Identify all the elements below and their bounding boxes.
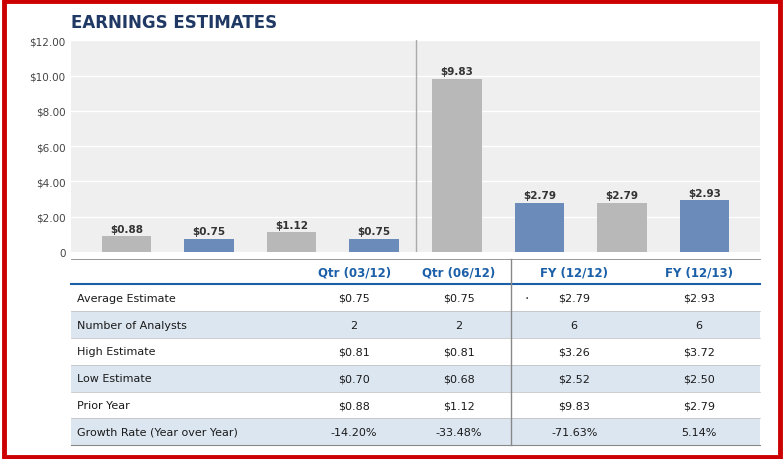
Text: $2.79: $2.79 [605,191,638,201]
Text: $3.26: $3.26 [558,347,590,357]
Text: $0.70: $0.70 [338,373,370,383]
Text: $2.93: $2.93 [683,293,715,303]
Text: Number of Analysts: Number of Analysts [77,320,187,330]
Text: $0.75: $0.75 [358,227,390,237]
Text: 6: 6 [695,320,702,330]
Text: $2.93: $2.93 [688,188,720,198]
Text: ·: · [524,291,528,305]
Text: $9.83: $9.83 [558,400,590,410]
Text: $0.75: $0.75 [338,293,370,303]
Text: Prior Year: Prior Year [77,400,129,410]
Bar [102,237,151,252]
Text: Growth Rate (Year over Year): Growth Rate (Year over Year) [77,427,238,437]
Text: FY (12/13): FY (12/13) [665,266,733,279]
Bar [267,233,317,252]
Text: $0.75: $0.75 [193,227,226,237]
Text: $1.12: $1.12 [275,220,308,230]
Text: $1.12: $1.12 [443,400,475,410]
Text: $0.81: $0.81 [338,347,370,357]
Text: EARNINGS ESTIMATES: EARNINGS ESTIMATES [71,14,277,32]
Text: $2.79: $2.79 [683,400,715,410]
Text: High Estimate: High Estimate [77,347,155,357]
Text: -33.48%: -33.48% [436,427,482,437]
Text: FY (12/12): FY (12/12) [540,266,608,279]
Text: -71.63%: -71.63% [551,427,597,437]
Text: $0.81: $0.81 [443,347,475,357]
Text: Qtr (03/12): Qtr (03/12) [318,266,390,279]
Text: $9.83: $9.83 [441,67,474,77]
Text: -14.20%: -14.20% [331,427,377,437]
Bar [432,79,481,252]
Bar [597,203,647,252]
Text: $2.79: $2.79 [558,293,590,303]
Text: $0.88: $0.88 [111,224,143,235]
Bar [350,239,399,252]
Bar [514,203,564,252]
Text: Qtr (06/12): Qtr (06/12) [423,266,495,279]
Text: 2: 2 [456,320,463,330]
Text: 2: 2 [350,320,358,330]
Text: $0.68: $0.68 [443,373,475,383]
Text: $2.50: $2.50 [683,373,714,383]
Text: Average Estimate: Average Estimate [77,293,176,303]
Text: 6: 6 [571,320,578,330]
Text: $0.88: $0.88 [338,400,370,410]
Text: $2.52: $2.52 [558,373,590,383]
Bar [680,201,729,252]
Bar [184,239,234,252]
Text: Low Estimate: Low Estimate [77,373,151,383]
Text: $2.79: $2.79 [523,191,556,201]
Text: 5.14%: 5.14% [681,427,717,437]
Text: $0.75: $0.75 [443,293,475,303]
Text: $3.72: $3.72 [683,347,715,357]
